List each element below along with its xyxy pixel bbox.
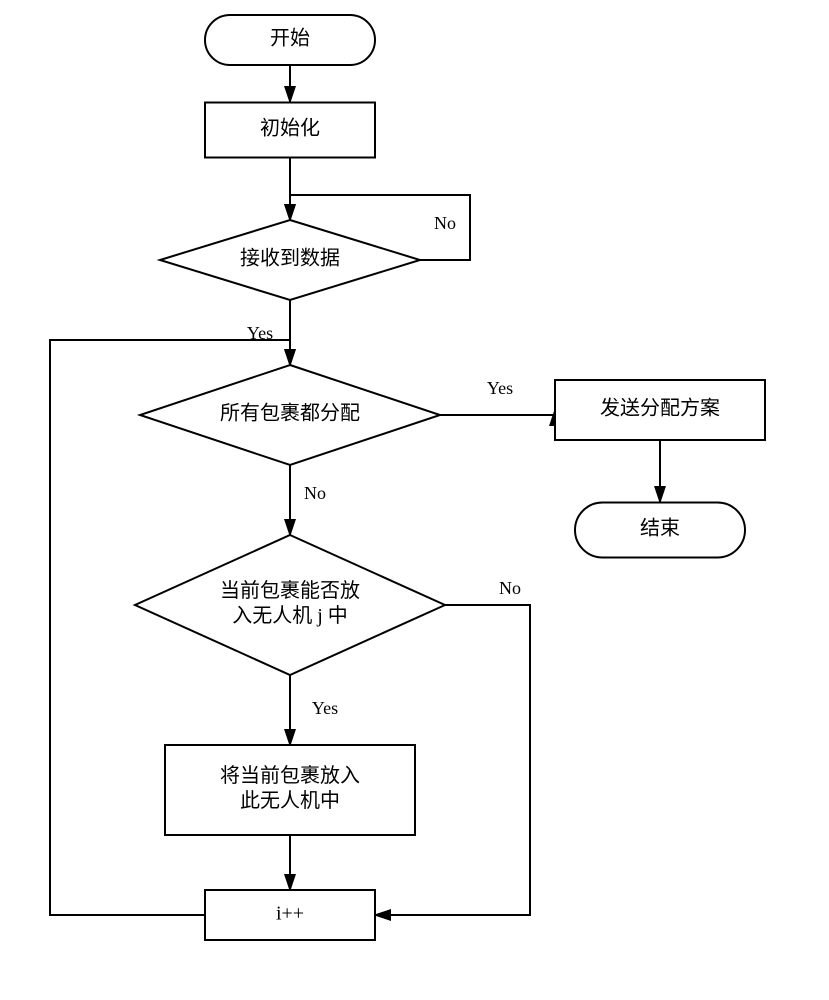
node-recv-label: 接收到数据 [240,247,340,270]
edge-label-allassign-send: Yes [487,378,513,398]
node-init-label: 初始化 [260,117,320,140]
node-canfit-label: 入无人机 j 中 [232,604,348,627]
node-recv: 接收到数据 [160,220,420,300]
edge-label-canfit-inc: No [499,578,521,598]
edge-label-canfit-put: Yes [312,698,338,718]
node-canfit-label: 当前包裹能否放 [220,579,360,602]
node-end: 结束 [575,503,745,558]
node-init: 初始化 [205,103,375,158]
node-inc-label: i++ [276,903,304,925]
node-allassign-label: 所有包裹都分配 [220,402,360,425]
flowchart-svg: NoYesYesNoYesNo开始初始化接收到数据所有包裹都分配当前包裹能否放入… [0,0,829,1000]
node-allassign: 所有包裹都分配 [140,365,440,465]
edge-label-allassign-canfit: No [304,483,326,503]
node-start: 开始 [205,15,375,65]
node-put-label: 将当前包裹放入 [220,764,360,787]
node-start-label: 开始 [270,27,310,50]
nodes-group: 开始初始化接收到数据所有包裹都分配当前包裹能否放入无人机 j 中将当前包裹放入此… [135,15,765,940]
node-put: 将当前包裹放入此无人机中 [165,745,415,835]
edge-label-recv-recv: No [434,213,456,233]
node-canfit: 当前包裹能否放入无人机 j 中 [135,535,445,675]
node-send-label: 发送分配方案 [600,397,720,420]
node-end-label: 结束 [640,517,680,540]
node-send: 发送分配方案 [555,380,765,440]
node-inc: i++ [205,890,375,940]
node-put-label: 此无人机中 [240,789,340,812]
edge-allassign-send [440,410,555,415]
